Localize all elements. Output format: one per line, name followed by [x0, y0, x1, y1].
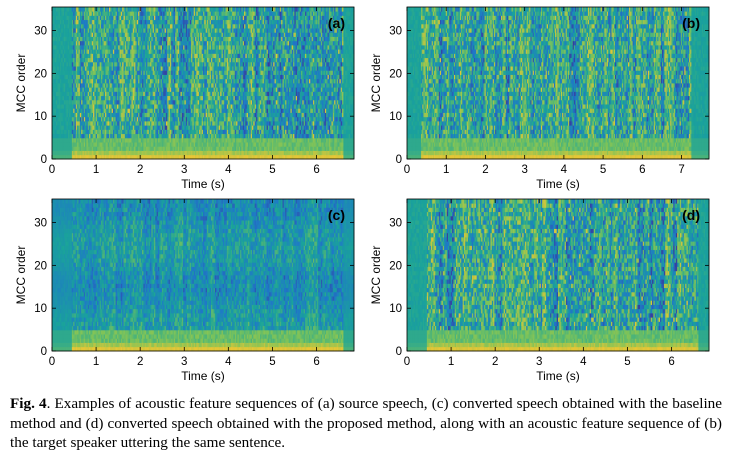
figure-4: 0 1 2 3 4 5 6 0 10 20 30 Time (s) MCC order (a) 0 1 2 3 4 5… [0, 0, 731, 392]
heatmap-cells [52, 7, 354, 159]
